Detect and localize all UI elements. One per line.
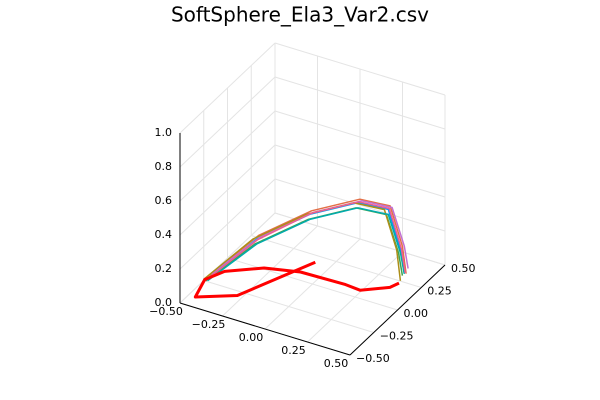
grid-line: [274, 110, 446, 164]
grid-line: [179, 76, 276, 168]
x-tick-label: 0.50: [324, 357, 349, 370]
x-tick-label: −0.50: [149, 305, 183, 318]
y-tick-label: −0.50: [356, 352, 390, 365]
chart-title: SoftSphere_Ela3_Var2.csv: [171, 3, 429, 27]
grid-line: [179, 110, 276, 202]
x-tick-label: 0.00: [239, 331, 264, 344]
y-tick-label: −0.25: [380, 330, 414, 343]
z-tick-label: 0.0: [155, 296, 173, 309]
series-line: [207, 201, 406, 279]
grid-line: [274, 178, 446, 232]
grid-line: [179, 178, 276, 270]
grid-line: [251, 235, 422, 288]
y-tick-label: 0.25: [427, 285, 452, 298]
grid-line: [274, 42, 446, 96]
x-tick-label: 0.25: [281, 344, 306, 357]
grid-line: [179, 212, 276, 304]
grid-line: [179, 42, 276, 134]
grid-line: [179, 144, 276, 236]
grid-line: [274, 76, 446, 130]
series-line: [210, 200, 409, 275]
z-tick-label: 0.8: [155, 160, 173, 173]
z-tick-label: 0.4: [155, 228, 173, 241]
z-tick-label: 0.2: [155, 262, 173, 275]
series-line: [207, 207, 406, 282]
grid-line: [227, 257, 398, 311]
series-line: [208, 198, 407, 277]
grid-line: [274, 144, 446, 198]
y-axis: [349, 264, 446, 356]
series-line: [193, 260, 400, 299]
grid-line: [203, 280, 374, 333]
z-tick-label: 1.0: [155, 126, 173, 139]
y-tick-label: 0.50: [451, 262, 476, 275]
x-axis: [179, 302, 351, 356]
x-tick-label: −0.25: [192, 318, 226, 331]
y-tick-label: 0.00: [404, 307, 429, 320]
z-tick-label: 0.6: [155, 194, 173, 207]
